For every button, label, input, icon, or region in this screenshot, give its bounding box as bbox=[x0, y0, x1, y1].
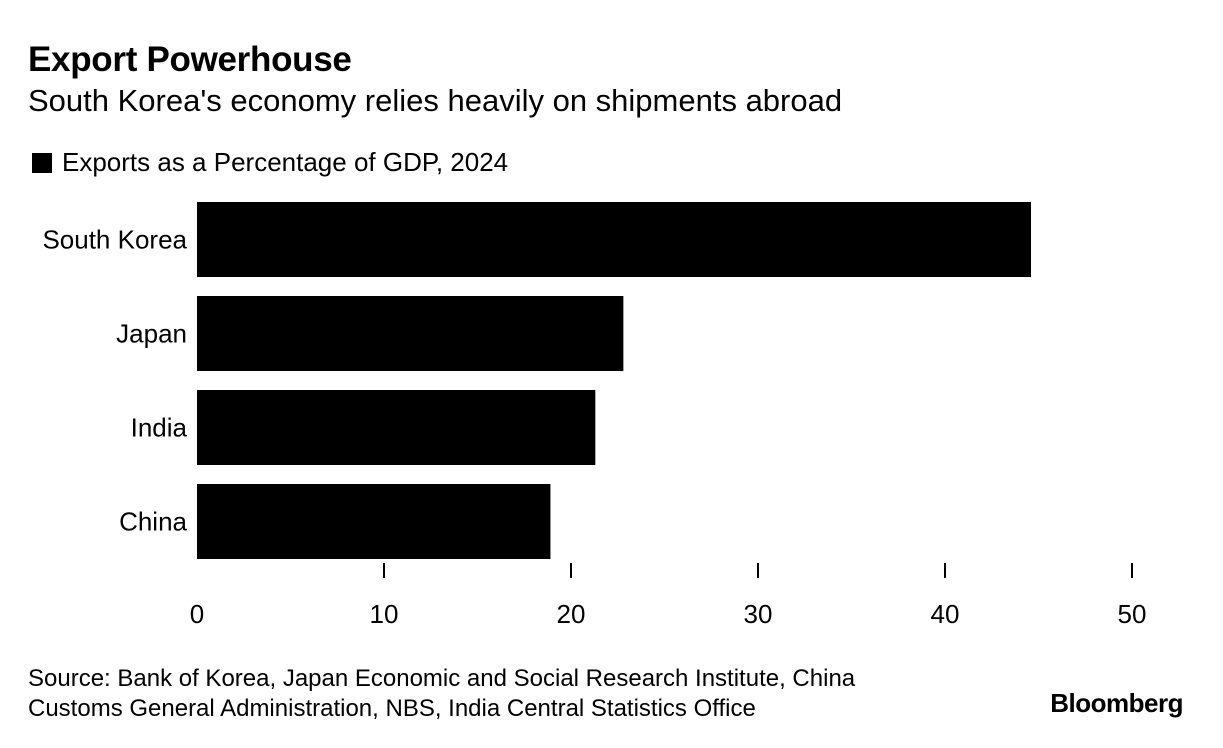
x-tick-label-0: 0 bbox=[190, 599, 204, 629]
x-tick-label-30: 30 bbox=[744, 599, 773, 629]
x-tick-label-10: 10 bbox=[370, 599, 399, 629]
category-label-china: China bbox=[119, 507, 187, 537]
bar-china bbox=[197, 484, 551, 559]
category-label-japan: Japan bbox=[116, 319, 187, 349]
x-tick-label-40: 40 bbox=[931, 599, 960, 629]
source-note: Source: Bank of Korea, Japan Economic an… bbox=[28, 664, 855, 724]
legend-label: Exports as a Percentage of GDP, 2024 bbox=[62, 147, 509, 177]
legend: Exports as a Percentage of GDP, 2024 bbox=[32, 147, 508, 178]
x-tick-label-50: 50 bbox=[1118, 599, 1147, 629]
source-line-2: Customs General Administration, NBS, Ind… bbox=[28, 695, 756, 722]
x-tick-label-20: 20 bbox=[557, 599, 586, 629]
bar-japan bbox=[197, 296, 624, 371]
category-label-india: India bbox=[131, 413, 188, 443]
chart-subtitle: South Korea's economy relies heavily on … bbox=[28, 83, 843, 118]
bar-chart: South Korea Japan India China 0 10 20 30 40 50 bbox=[42, 202, 1147, 629]
category-label-south-korea: South Korea bbox=[42, 225, 187, 255]
bar-india bbox=[197, 390, 596, 465]
legend-swatch bbox=[32, 152, 52, 173]
source-line-1: Source: Bank of Korea, Japan Economic an… bbox=[28, 665, 856, 692]
chart-title: Export Powerhouse bbox=[28, 40, 352, 79]
bar-south-korea bbox=[197, 202, 1032, 277]
bloomberg-logo: Bloomberg bbox=[1050, 688, 1183, 718]
